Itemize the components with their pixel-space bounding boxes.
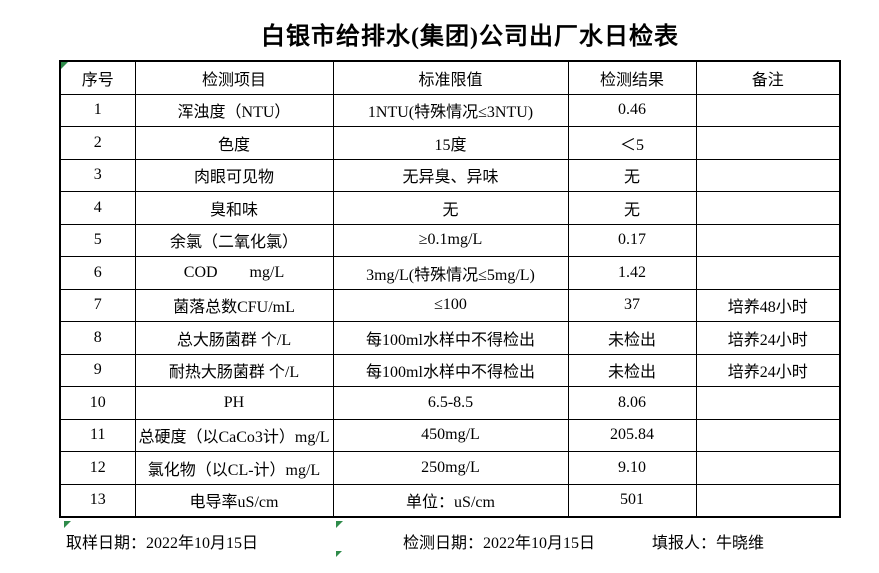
serial-cell[interactable]: 8 xyxy=(59,321,136,355)
limit-cell[interactable]: 单位：uS/cm xyxy=(332,483,569,518)
result-cell[interactable]: 501 xyxy=(567,483,697,518)
result-cell[interactable]: 1.42 xyxy=(567,256,697,290)
table-row: 8 总大肠菌群 个/L 每100ml水样中不得检出 未检出 培养24小时 xyxy=(59,321,841,355)
water-quality-table: 序号 检测项目 标准限值 检测结果 备注 1 浑浊度（NTU） 1NTU(特殊情… xyxy=(59,60,841,518)
item-cell[interactable]: 余氯（二氧化氯） xyxy=(134,223,334,257)
excel-corner-indicator-icon xyxy=(64,521,71,528)
limit-cell[interactable]: ≥0.1mg/L xyxy=(332,223,569,257)
remark-cell[interactable] xyxy=(695,126,841,160)
limit-cell[interactable]: 15度 xyxy=(332,126,569,160)
serial-cell[interactable]: 12 xyxy=(59,451,136,485)
column-header-remark[interactable]: 备注 xyxy=(695,60,841,95)
result-cell[interactable]: 无 xyxy=(567,158,697,192)
reporter-label: 填报人：牛晓维 xyxy=(652,535,765,552)
excel-corner-indicator-icon xyxy=(336,521,343,528)
page-title: 白银市给排水(集团)公司出厂水日检表 xyxy=(261,24,679,50)
limit-cell[interactable]: 无异臭、异味 xyxy=(332,158,569,192)
serial-cell[interactable]: 4 xyxy=(59,191,136,225)
table-row: 1 浑浊度（NTU） 1NTU(特殊情况≤3NTU) 0.46 xyxy=(59,93,841,127)
result-cell[interactable]: 0.46 xyxy=(567,93,697,127)
column-header-item[interactable]: 检测项目 xyxy=(134,60,334,95)
result-cell[interactable]: 0.17 xyxy=(567,223,697,257)
item-cell[interactable]: 总硬度（以CaCo3计）mg/L xyxy=(134,418,334,452)
remark-cell[interactable]: 培养24小时 xyxy=(695,321,841,355)
result-cell[interactable]: 无 xyxy=(567,191,697,225)
table-row: 4 臭和味 无 无 xyxy=(59,191,841,225)
remark-cell[interactable] xyxy=(695,256,841,290)
table-row: 7 菌落总数CFU/mL ≤100 37 培养48小时 xyxy=(59,288,841,322)
table-row: 12 氯化物（以CL-计）mg/L 250mg/L 9.10 xyxy=(59,451,841,485)
result-cell[interactable]: ＜5 xyxy=(567,126,697,160)
result-cell[interactable]: 未检出 xyxy=(567,321,697,355)
limit-cell[interactable]: 每100ml水样中不得检出 xyxy=(332,353,569,387)
serial-cell[interactable]: 10 xyxy=(59,386,136,420)
remark-cell[interactable] xyxy=(695,191,841,225)
item-cell[interactable]: 氯化物（以CL-计）mg/L xyxy=(134,451,334,485)
item-cell[interactable]: 浑浊度（NTU） xyxy=(134,93,334,127)
serial-cell[interactable]: 13 xyxy=(59,483,136,518)
table-row: 3 肉眼可见物 无异臭、异味 无 xyxy=(59,158,841,192)
limit-cell[interactable]: 450mg/L xyxy=(332,418,569,452)
limit-cell[interactable]: 1NTU(特殊情况≤3NTU) xyxy=(332,93,569,127)
remark-cell[interactable] xyxy=(695,223,841,257)
result-cell[interactable]: 8.06 xyxy=(567,386,697,420)
serial-cell[interactable]: 1 xyxy=(59,93,136,127)
table-row: 11 总硬度（以CaCo3计）mg/L 450mg/L 205.84 xyxy=(59,418,841,452)
table-row: 9 耐热大肠菌群 个/L 每100ml水样中不得检出 未检出 培养24小时 xyxy=(59,353,841,387)
serial-cell[interactable]: 11 xyxy=(59,418,136,452)
test-date-label: 检测日期：2022年10月15日 xyxy=(403,535,596,552)
limit-cell[interactable]: 3mg/L(特殊情况≤5mg/L) xyxy=(332,256,569,290)
table-header-row: 序号 检测项目 标准限值 检测结果 备注 xyxy=(59,60,841,95)
remark-cell[interactable] xyxy=(695,158,841,192)
table-row: 13 电导率uS/cm 单位：uS/cm 501 xyxy=(59,483,841,518)
excel-corner-indicator-icon xyxy=(61,62,68,69)
sampling-date-label: 取样日期：2022年10月15日 xyxy=(66,535,259,552)
serial-cell[interactable]: 3 xyxy=(59,158,136,192)
item-cell[interactable]: 总大肠菌群 个/L xyxy=(134,321,334,355)
item-cell[interactable]: 菌落总数CFU/mL xyxy=(134,288,334,322)
limit-cell[interactable]: ≤100 xyxy=(332,288,569,322)
table-row: 5 余氯（二氧化氯） ≥0.1mg/L 0.17 xyxy=(59,223,841,257)
limit-cell[interactable]: 6.5-8.5 xyxy=(332,386,569,420)
serial-cell[interactable]: 9 xyxy=(59,353,136,387)
serial-cell[interactable]: 5 xyxy=(59,223,136,257)
limit-cell[interactable]: 每100ml水样中不得检出 xyxy=(332,321,569,355)
result-cell[interactable]: 205.84 xyxy=(567,418,697,452)
item-cell[interactable]: 色度 xyxy=(134,126,334,160)
remark-cell[interactable] xyxy=(695,483,841,518)
item-cell[interactable]: 臭和味 xyxy=(134,191,334,225)
remark-cell[interactable] xyxy=(695,386,841,420)
item-cell[interactable]: 耐热大肠菌群 个/L xyxy=(134,353,334,387)
table-row: 2 色度 15度 ＜5 xyxy=(59,126,841,160)
column-header-limit[interactable]: 标准限值 xyxy=(332,60,569,95)
column-header-serial[interactable]: 序号 xyxy=(59,60,136,95)
serial-cell[interactable]: 2 xyxy=(59,126,136,160)
table-row: 6 COD mg/L 3mg/L(特殊情况≤5mg/L) 1.42 xyxy=(59,256,841,290)
serial-cell[interactable]: 6 xyxy=(59,256,136,290)
result-cell[interactable]: 未检出 xyxy=(567,353,697,387)
remark-cell[interactable] xyxy=(695,451,841,485)
limit-cell[interactable]: 250mg/L xyxy=(332,451,569,485)
remark-cell[interactable]: 培养48小时 xyxy=(695,288,841,322)
serial-cell[interactable]: 7 xyxy=(59,288,136,322)
item-cell[interactable]: 肉眼可见物 xyxy=(134,158,334,192)
excel-corner-indicator-icon xyxy=(336,551,342,557)
result-cell[interactable]: 9.10 xyxy=(567,451,697,485)
table-row: 10 PH 6.5-8.5 8.06 xyxy=(59,386,841,420)
limit-cell[interactable]: 无 xyxy=(332,191,569,225)
column-header-result[interactable]: 检测结果 xyxy=(567,60,697,95)
remark-cell[interactable]: 培养24小时 xyxy=(695,353,841,387)
result-cell[interactable]: 37 xyxy=(567,288,697,322)
remark-cell[interactable] xyxy=(695,93,841,127)
remark-cell[interactable] xyxy=(695,418,841,452)
item-cell[interactable]: COD mg/L xyxy=(134,256,334,290)
item-cell[interactable]: 电导率uS/cm xyxy=(134,483,334,518)
item-cell[interactable]: PH xyxy=(134,386,334,420)
